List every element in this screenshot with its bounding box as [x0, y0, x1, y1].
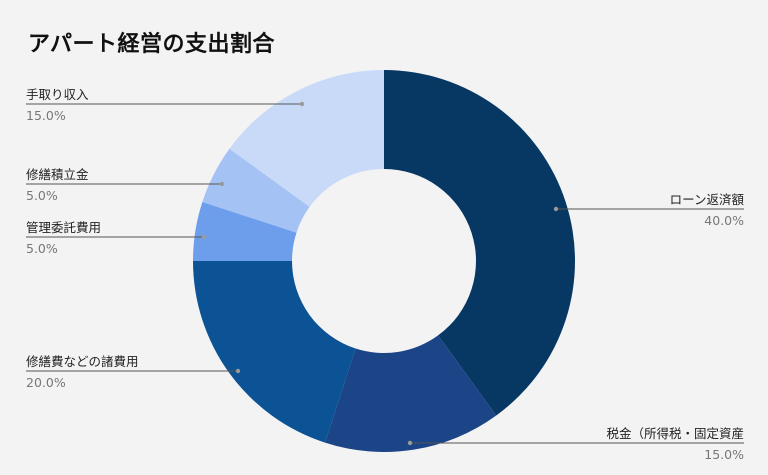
slice-label: 修繕積立金	[26, 167, 89, 182]
slice-percent: 5.0%	[26, 188, 58, 203]
donut-slice	[193, 261, 356, 443]
leader-dot	[219, 181, 225, 187]
slice-percent: 15.0%	[26, 108, 66, 123]
donut-slice	[193, 201, 297, 261]
slice-label: ローン返済額	[670, 192, 745, 207]
slice-label: 修繕費などの諸費用	[26, 354, 139, 369]
chart-title: アパート経営の支出割合	[28, 32, 276, 57]
slice-percent: 40.0%	[704, 213, 744, 228]
donut-slice	[324, 335, 497, 452]
donut-slice	[202, 148, 310, 233]
donut-slice	[384, 70, 575, 416]
leader-dot	[201, 234, 207, 240]
slice-percent: 15.0%	[704, 447, 744, 462]
leader-dot	[407, 440, 413, 446]
slice-label: 管理委託費用	[26, 220, 101, 235]
slice-percent: 5.0%	[26, 241, 58, 256]
slice-percent: 20.0%	[26, 375, 66, 390]
leader-dot	[553, 206, 559, 212]
donut-slice	[229, 70, 384, 207]
leader-dot	[299, 101, 305, 107]
slice-label: 税金（所得税・固定資産	[606, 426, 744, 441]
slice-label: 手取り収入	[26, 87, 89, 102]
leader-dot	[235, 368, 241, 374]
